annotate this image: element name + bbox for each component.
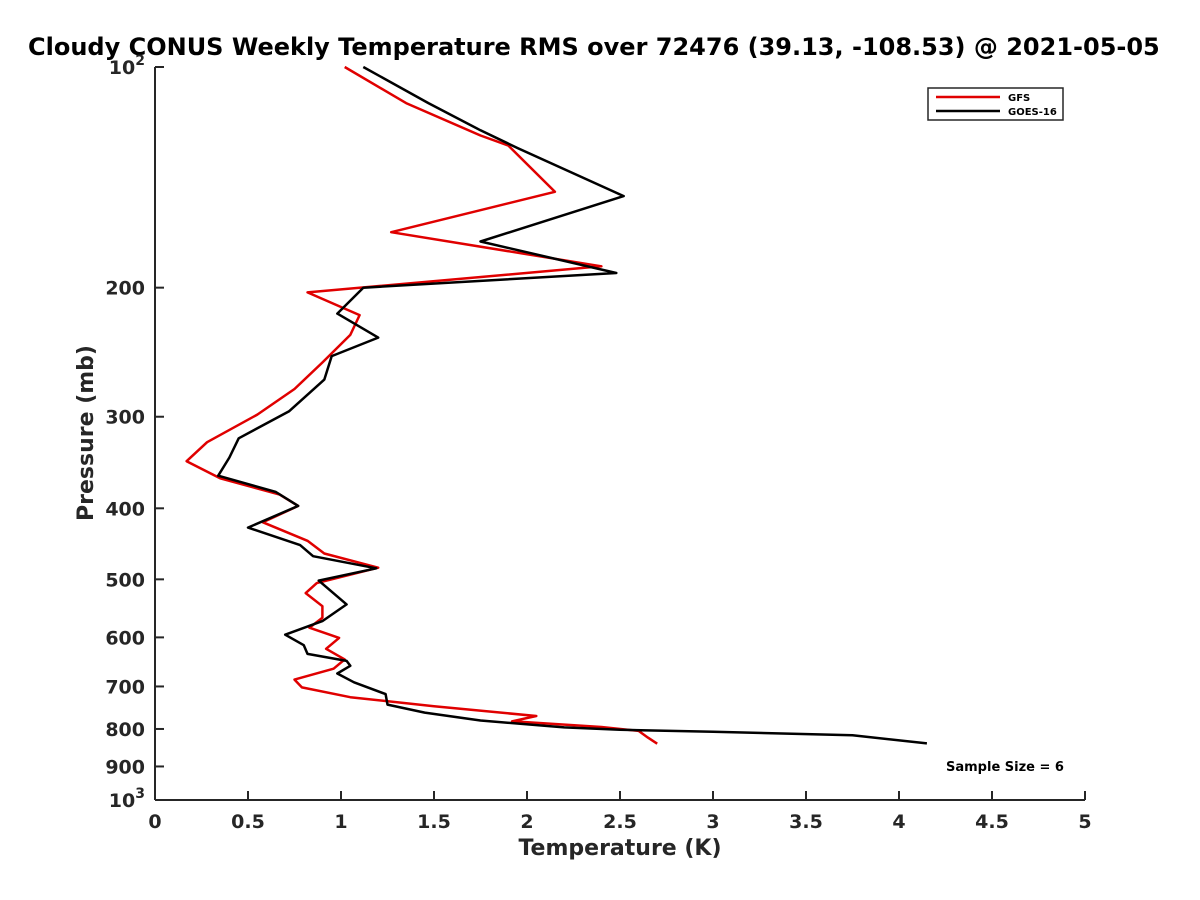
x-tick-label: 2 (520, 811, 533, 833)
y-tick-label: 600 (105, 627, 145, 649)
x-tick-label: 2.5 (603, 811, 637, 833)
y-axis-ticks: 102 200 300 400 500 600 700 800 900 103 (105, 53, 164, 812)
x-tick-label: 0 (148, 811, 161, 833)
y-tick-label: 400 (105, 498, 145, 520)
y-tick-label: 300 (105, 407, 145, 429)
legend-label-gfs: GFS (1008, 93, 1030, 104)
legend-label-goes16: GOES-16 (1008, 107, 1057, 118)
series-line-goes16 (216, 65, 928, 745)
y-tick-label: 103 (109, 786, 145, 812)
x-tick-label: 3.5 (789, 811, 823, 833)
legend-box (927, 87, 1064, 121)
y-tick-label: 700 (105, 676, 145, 698)
x-axis-ticks: 0 0.5 1 1.5 2 2.5 3 3.5 4 4.5 5 (148, 791, 1092, 833)
x-tick-label: 5 (1078, 811, 1091, 833)
plot-lines (185, 65, 928, 745)
y-tick-label: 200 (105, 278, 145, 300)
sample-size-annotation: Sample Size = 6 (946, 760, 1064, 775)
x-tick-label: 1 (334, 811, 347, 833)
y-axis-label: Pressure (mb) (74, 345, 99, 521)
series-line-gfs (185, 65, 658, 745)
y-tick-label: 900 (105, 756, 145, 778)
x-tick-label: 4.5 (975, 811, 1009, 833)
x-tick-label: 3 (706, 811, 719, 833)
x-tick-label: 1.5 (417, 811, 451, 833)
y-tick-label: 102 (109, 53, 145, 79)
chart-title: Cloudy CONUS Weekly Temperature RMS over… (28, 33, 1160, 61)
y-tick-label: 500 (105, 569, 145, 591)
x-tick-label: 0.5 (231, 811, 265, 833)
x-axis-label: Temperature (K) (518, 836, 721, 861)
x-tick-label: 4 (892, 811, 905, 833)
legend: GFS GOES-16 (927, 87, 1064, 121)
y-tick-label: 800 (105, 719, 145, 741)
